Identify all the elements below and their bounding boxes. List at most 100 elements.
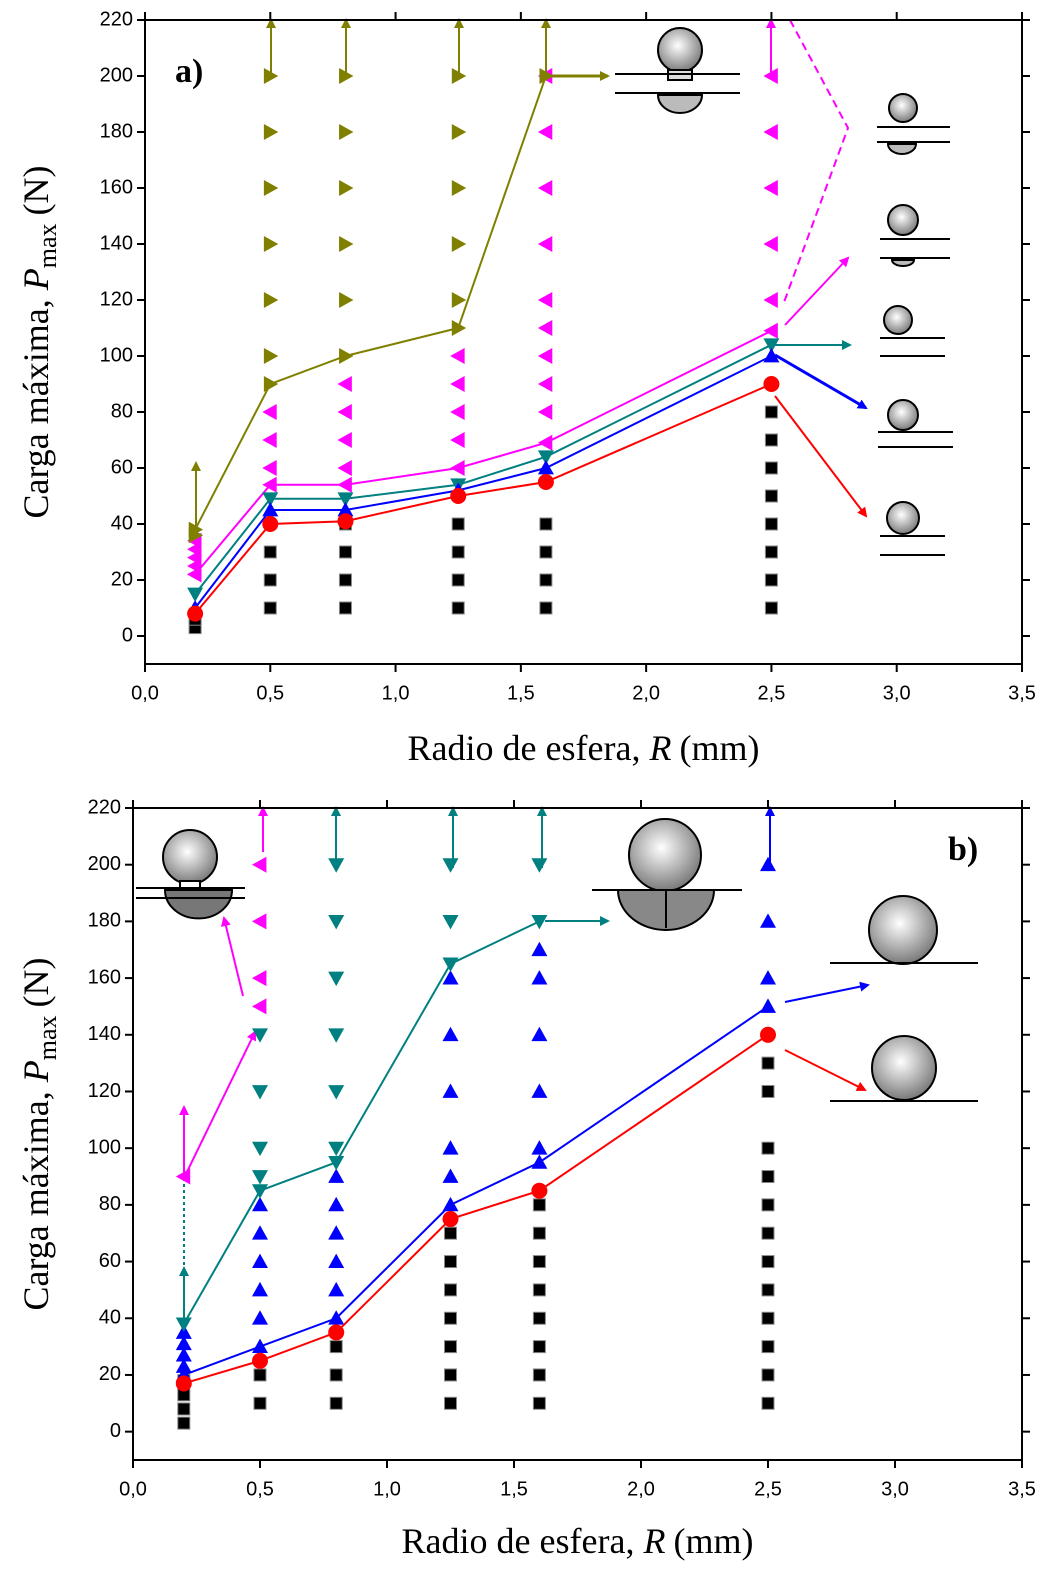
marker (531, 1182, 548, 1199)
marker (262, 432, 277, 448)
y-tick-label: 0 (110, 1420, 121, 1442)
marker (537, 236, 553, 252)
x-axis-label-text: Radio de esfera, (408, 728, 650, 768)
marker (444, 1311, 457, 1325)
schematics-a (615, 27, 953, 556)
marker (531, 1026, 548, 1042)
y-tick-label: 60 (111, 456, 133, 478)
marker (328, 1281, 345, 1297)
marker (252, 1352, 268, 1369)
marker (442, 858, 459, 873)
x-tick-label: 0,0 (131, 682, 159, 704)
marker (764, 601, 778, 615)
marker (532, 1396, 546, 1410)
marker (328, 1253, 345, 1268)
marker (187, 566, 202, 583)
y-axis-label: Carga máxima, Pmax (N) (16, 165, 62, 518)
marker (761, 1084, 775, 1098)
marker (764, 433, 778, 447)
x-tick-label: 0,5 (246, 1478, 274, 1500)
annotations-a (191, 18, 868, 531)
y-tick-label: 220 (88, 796, 121, 818)
marker (764, 517, 778, 531)
y-axis-label-unit: (N) (16, 957, 56, 1007)
y-tick-label: 20 (99, 1363, 121, 1385)
marker (337, 376, 352, 392)
marker (328, 971, 345, 987)
marker (252, 1281, 268, 1297)
marker (451, 545, 465, 559)
series-line (183, 1005, 769, 1376)
marker (444, 1226, 457, 1240)
marker (175, 1317, 192, 1332)
marker (187, 587, 204, 602)
marker (262, 516, 279, 532)
y-tick-label: 180 (88, 910, 121, 932)
marker (252, 1338, 268, 1354)
marker (760, 1026, 776, 1043)
marker (252, 1310, 268, 1325)
marker (263, 601, 277, 615)
y-axis-label: Carga máxima, Pmax (N) (16, 957, 62, 1310)
marker (263, 376, 279, 392)
marker (537, 180, 553, 196)
marker (252, 1141, 268, 1157)
marker (760, 913, 776, 928)
marker (537, 348, 553, 364)
marker (328, 914, 345, 930)
marker (442, 957, 459, 972)
marker (328, 1028, 345, 1043)
marker (761, 1340, 775, 1354)
marker (451, 68, 467, 84)
y-axis-label-unit: (N) (16, 165, 56, 215)
marker (531, 941, 548, 957)
marker (252, 1085, 268, 1100)
marker (450, 488, 467, 504)
marker (337, 502, 354, 517)
y-tick-label: 0 (122, 624, 133, 646)
marker (442, 1026, 459, 1042)
marker (339, 348, 354, 364)
x-tick-label: 1,5 (500, 1478, 528, 1500)
marker (442, 1083, 459, 1098)
marker (177, 1416, 191, 1430)
marker (761, 1283, 775, 1297)
x-tick-label: 3,0 (883, 682, 911, 704)
marker (328, 1225, 345, 1240)
marker (338, 545, 352, 559)
marker (337, 404, 352, 420)
x-tick-label: 1,0 (373, 1478, 401, 1500)
marker (763, 292, 778, 308)
marker (444, 1396, 457, 1410)
marker (532, 1226, 546, 1240)
y-tick-label: 200 (88, 853, 121, 875)
series-line (183, 1033, 769, 1385)
marker (539, 68, 554, 84)
marker (444, 1368, 457, 1382)
y-axis-label-sub: max (33, 1015, 62, 1060)
marker (537, 450, 554, 465)
marker (329, 1396, 343, 1410)
marker (175, 1347, 192, 1362)
marker (760, 998, 776, 1013)
y-tick-label: 60 (99, 1250, 121, 1272)
marker (252, 856, 267, 873)
marker (537, 124, 553, 140)
x-tick-label: 2,0 (632, 682, 660, 704)
marker (328, 1155, 345, 1171)
marker (763, 376, 780, 392)
marker (339, 236, 354, 252)
y-tick-label: 200 (100, 64, 133, 86)
y-tick-label: 20 (111, 568, 133, 590)
marker (263, 68, 279, 84)
marker (451, 292, 467, 308)
marker (761, 1311, 775, 1325)
x-axis-label-symbol: R (642, 1521, 665, 1561)
y-tick-label: 80 (111, 400, 133, 422)
marker (338, 573, 352, 587)
marker (252, 970, 267, 987)
marker (537, 320, 553, 336)
marker (263, 545, 277, 559)
y-axis-label-text: Carga máxima, (16, 290, 56, 518)
